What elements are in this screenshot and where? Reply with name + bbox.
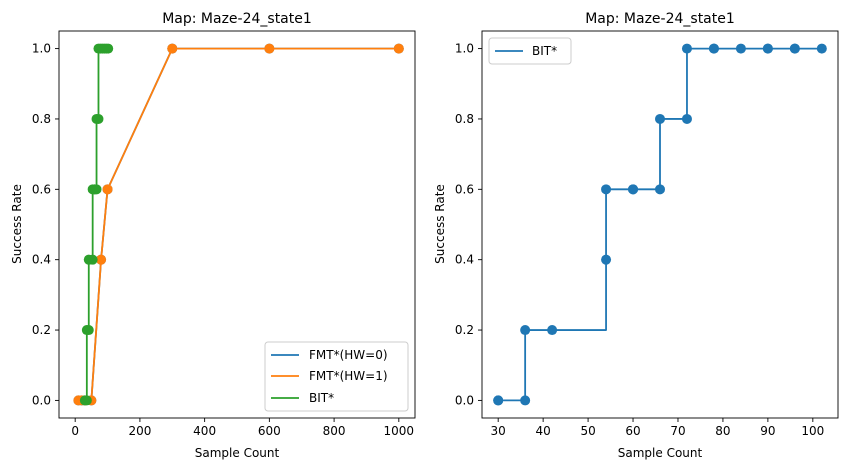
chart-right-legend-box	[488, 37, 572, 65]
legend-bit-label: BIT*	[309, 391, 334, 405]
y-tick-label: 0.2	[455, 323, 474, 337]
chart-right-frame	[481, 30, 839, 419]
y-tick-label: 1.0	[32, 42, 51, 56]
chart-left-ylabel: Success Rate	[10, 184, 24, 264]
chart-right-title: Map: Maze-24_state1	[585, 11, 735, 27]
chart-left-title: Map: Maze-24_state1	[162, 11, 312, 27]
x-tick-label: 90	[760, 424, 775, 438]
data-point-bit	[83, 325, 94, 336]
y-tick-label: 0.6	[32, 182, 51, 196]
y-tick-label: 0.2	[32, 323, 51, 337]
data-point-bit	[547, 325, 558, 336]
chart-right-legend: BIT*	[488, 37, 572, 65]
data-point-bit	[762, 43, 773, 54]
data-point-bit	[789, 43, 800, 54]
legend-fmt-hw0-label: FMT*(HW=0)	[309, 348, 388, 362]
data-point-bit	[601, 184, 612, 195]
data-point-bit	[520, 325, 531, 336]
data-point-bit	[681, 43, 692, 54]
data-point-bit	[87, 254, 98, 265]
y-tick-label: 1.0	[455, 42, 474, 56]
data-point-fmt-hw-1	[264, 43, 275, 54]
y-tick-label: 0.8	[455, 112, 474, 126]
data-point-fmt-hw-1	[96, 254, 107, 265]
y-tick-label: 0.0	[32, 393, 51, 407]
y-tick-label: 0.0	[455, 393, 474, 407]
x-tick-label: 200	[128, 424, 151, 438]
data-point-bit	[708, 43, 719, 54]
data-point-fmt-hw-1	[167, 43, 178, 54]
x-tick-label: 400	[193, 424, 216, 438]
data-point-bit	[493, 395, 504, 406]
chart-right-xlabel: Sample Count	[618, 446, 703, 460]
chart-left-xlabel: Sample Count	[195, 446, 280, 460]
legend-right-bit-label: BIT*	[532, 44, 557, 58]
data-point-bit	[655, 184, 665, 195]
x-tick-label: 0	[71, 424, 79, 438]
series-line-bit	[498, 47, 822, 402]
chart-left-marks	[73, 43, 404, 406]
y-tick-label: 0.8	[32, 112, 51, 126]
data-point-bit	[681, 113, 692, 124]
data-point-bit	[628, 184, 639, 195]
legend-fmt-hw1-label: FMT*(HW=1)	[309, 369, 388, 383]
chart-left-legend-box	[264, 341, 409, 412]
x-tick-label: 600	[258, 424, 281, 438]
y-tick-label: 0.4	[455, 253, 474, 267]
data-point-bit	[103, 43, 114, 54]
data-point-bit	[655, 113, 665, 124]
chart-right-marks	[493, 43, 827, 406]
data-point-bit	[93, 113, 104, 124]
chart-right-ylabel: Success Rate	[433, 184, 447, 264]
x-tick-label: 40	[535, 424, 550, 438]
chart-left-legend: FMT*(HW=0) FMT*(HW=1) BIT*	[264, 341, 409, 412]
data-point-fmt-hw-1	[393, 43, 404, 54]
y-tick-label: 0.6	[455, 182, 474, 196]
y-tick-label: 0.4	[32, 253, 51, 267]
data-point-bit	[520, 395, 531, 406]
data-point-bit	[81, 395, 92, 406]
x-tick-label: 50	[580, 424, 595, 438]
data-point-bit	[735, 43, 746, 54]
x-tick-label: 800	[323, 424, 346, 438]
chart-left-frame	[58, 30, 416, 419]
chart-left: Map: Maze-24_state1 Sample Count Success…	[10, 11, 416, 460]
chart-left-ticks: 0 200 400 600 800 1000 0.0 0.2 0.4 0.6 0.8 1.0	[32, 42, 414, 438]
data-point-fmt-hw-1	[102, 184, 113, 195]
chart-right: Map: Maze-24_state1 Sample Count Success…	[433, 11, 839, 460]
x-tick-label: 1000	[384, 424, 415, 438]
data-point-bit	[91, 184, 102, 195]
x-tick-label: 100	[801, 424, 824, 438]
chart-right-ticks: 30 40 50 60 70 80 90 100 0.0 0.2 0.4 0.6 0.8 1.0	[455, 42, 824, 438]
x-tick-label: 60	[625, 424, 640, 438]
x-tick-label: 30	[491, 424, 506, 438]
data-point-bit	[816, 43, 827, 54]
x-tick-label: 80	[715, 424, 730, 438]
data-point-bit	[601, 254, 612, 265]
x-tick-label: 70	[670, 424, 685, 438]
